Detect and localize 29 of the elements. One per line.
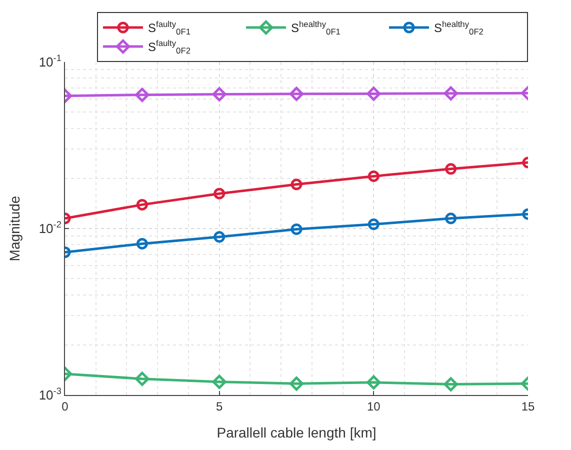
point — [212, 374, 226, 389]
y-tick-label: 10$^{-2}$ — [38, 220, 62, 236]
point — [368, 170, 380, 182]
point — [136, 198, 148, 210]
point — [368, 218, 380, 230]
point — [290, 223, 302, 235]
point — [366, 375, 381, 390]
point — [214, 231, 226, 243]
x-axis-title: Parallell cable length [km] — [216, 424, 376, 441]
point — [445, 212, 457, 224]
x-tick-label: 5 — [216, 399, 223, 414]
y-axis-title: Magnitude — [6, 196, 22, 262]
point — [135, 88, 150, 102]
x-tick-label: 15 — [521, 399, 535, 414]
point — [366, 86, 381, 101]
point — [289, 86, 304, 102]
point — [214, 188, 226, 200]
point — [445, 163, 457, 175]
point — [136, 238, 148, 250]
point — [289, 376, 304, 391]
y-tick-label: 10$^{-3}$ — [38, 386, 62, 403]
y-tick-label: 10$^{-1}$ — [38, 53, 62, 70]
x-tick-label: 0 — [62, 399, 69, 414]
point — [135, 372, 150, 386]
point — [444, 86, 458, 100]
x-tick-label: 10 — [366, 399, 381, 414]
point — [212, 87, 226, 102]
point — [290, 178, 302, 190]
point — [444, 377, 458, 392]
